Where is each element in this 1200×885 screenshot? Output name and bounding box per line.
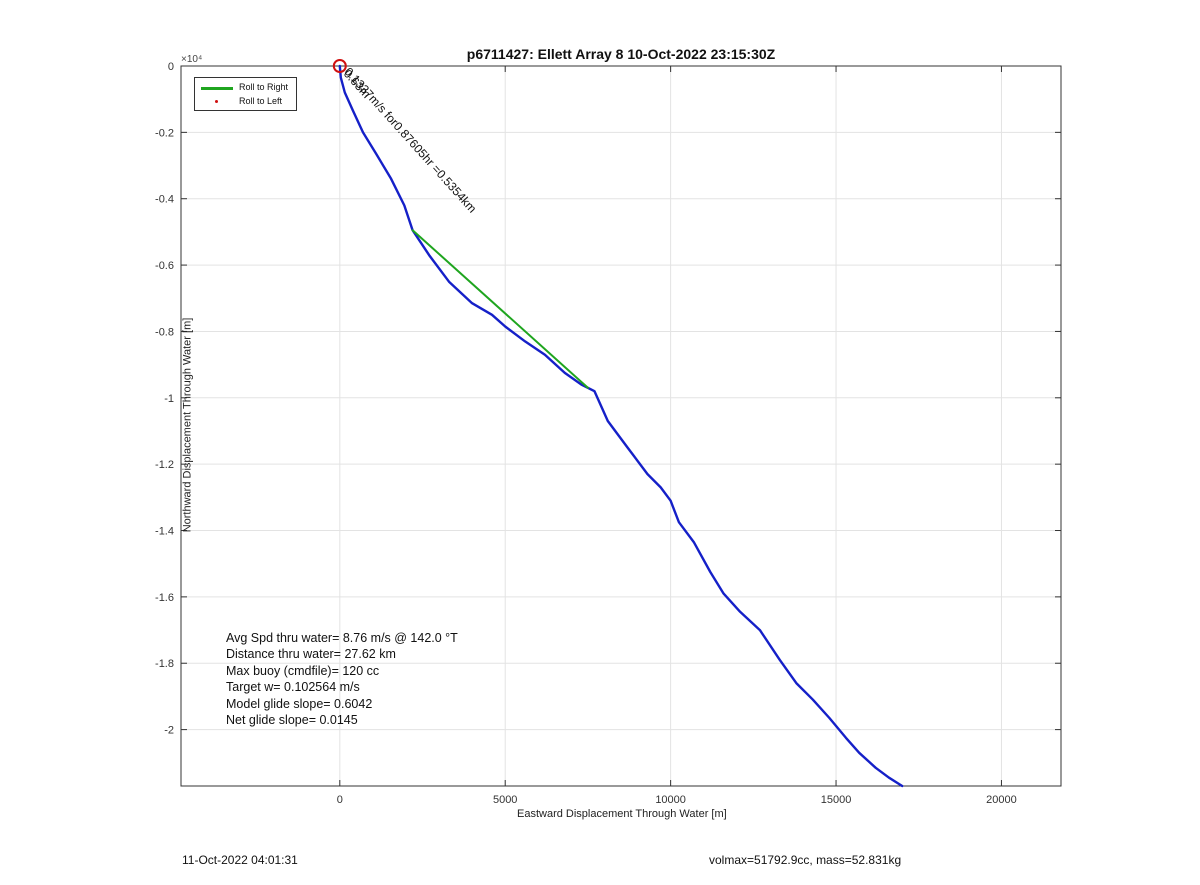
x-tick-label: 0 [337,794,343,806]
y-tick-label: -0.6 [155,260,174,272]
stat-line: Target w= 0.102564 m/s [226,680,360,695]
stat-line: Max buoy (cmdfile)= 120 cc [226,663,380,678]
stat-line: Avg Spd thru water= 8.76 m/s @ 142.0 °T [226,631,458,645]
legend-entry-roll-left: Roll to Left [195,95,296,109]
legend-label: Roll to Left [239,96,283,106]
x-tick-label: 10000 [655,794,686,806]
x-tick-label: 15000 [821,794,852,806]
legend: Roll to Right Roll to Left [194,77,297,111]
x-tick-label: 20000 [986,794,1017,806]
y-tick-label: -2 [164,725,174,737]
y-tick-label: -1.4 [155,526,174,538]
y-tick-label: -1.6 [155,592,174,604]
x-axis-label: Eastward Displacement Through Water [m] [517,808,727,820]
stat-line: Distance thru water= 27.62 km [226,647,396,662]
axis-ticks: 0 5000 10000 15000 20000 0 -0.2 -0.4 -0.6 -0.8 -1 -… [155,61,1061,806]
stats-block: Avg Spd thru water= 8.76 m/s @ 142.0 °T … [226,630,458,728]
chart-title: p6711427: Ellett Array 8 10-Oct-2022 23:… [466,46,776,62]
y-exponent-label: ×10⁴ [181,54,203,65]
y-tick-label: -0.4 [155,194,174,206]
footer-volume-mass: volmax=51792.9cc, mass=52.831kg [709,853,902,867]
legend-entry-roll-right: Roll to Right [195,81,296,95]
y-axis-label: Northward Displacement Through Water [m] [181,317,194,533]
stat-line: Model glide slope= 0.6042 [226,696,373,711]
y-tick-label: -0.8 [155,326,174,338]
plot-area-border [180,65,1062,787]
y-tick-label: -0.2 [155,127,174,139]
trajectory-line [338,64,904,788]
legend-swatch-green [201,87,233,90]
roll-to-right-line [411,229,589,389]
stat-line: Net glide slope= 0.0145 [226,713,358,728]
start-marker-circle [332,59,347,73]
footer-timestamp: 11-Oct-2022 04:01:31 [182,853,298,867]
y-tick-label: -1.2 [155,459,174,471]
x-tick-label: 5000 [493,794,517,806]
y-tick-label: -1 [164,393,174,405]
series-layer [332,59,904,788]
y-tick-label: -1.8 [155,658,174,670]
legend-label: Roll to Right [239,82,289,92]
y-tick-label: 0 [168,61,174,73]
legend-swatch-red-dot [215,100,218,103]
